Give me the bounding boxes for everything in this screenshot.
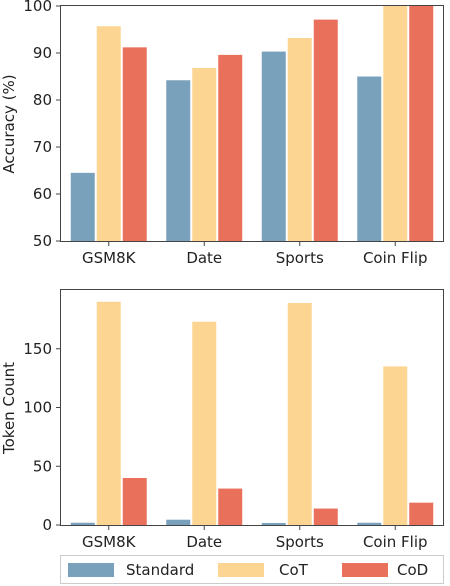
accuracy-bar-cod xyxy=(313,19,338,241)
accuracy-chart: 50 60 70 80 90 100 GSM8K Date Sports Coin Flip A… xyxy=(0,0,444,267)
accuracy-bar-standard xyxy=(357,76,382,241)
accuracy-bars xyxy=(70,6,434,242)
y-tick-label: 150 xyxy=(23,340,52,358)
x-tick-label: Sports xyxy=(276,249,324,267)
token-count-y-ticks: 0 50 100 150 xyxy=(23,340,61,534)
legend-swatch-standard xyxy=(68,563,114,577)
token-count-chart: 0 50 100 150 GSM8K Date Sports Coin Flip Token… xyxy=(0,289,444,551)
accuracy-y-axis-label: Accuracy (%) xyxy=(0,74,18,173)
y-tick-label: 0 xyxy=(42,516,52,534)
legend-label-standard: Standard xyxy=(126,561,194,579)
y-tick-label: 100 xyxy=(23,0,52,15)
token-count-bar-standard xyxy=(70,522,95,525)
accuracy-x-ticks: GSM8K Date Sports Coin Flip xyxy=(82,241,428,267)
legend-label-cot: CoT xyxy=(279,561,309,579)
accuracy-bar-cot xyxy=(383,6,408,241)
y-tick-label: 60 xyxy=(33,185,52,203)
legend: Standard CoT CoD xyxy=(60,555,444,584)
y-tick-label: 50 xyxy=(33,457,52,475)
accuracy-bar-standard xyxy=(70,172,95,241)
token-count-bar-cot xyxy=(287,302,312,525)
accuracy-plot-frame xyxy=(60,5,444,242)
accuracy-bar-standard xyxy=(166,80,191,241)
accuracy-bar-cod xyxy=(409,6,434,241)
legend-swatch-cod xyxy=(342,563,388,577)
y-tick-label: 50 xyxy=(33,232,52,250)
legend-swatch-cot xyxy=(218,563,264,577)
x-tick-label: Coin Flip xyxy=(363,533,428,551)
token-count-bar-cot xyxy=(192,321,217,525)
token-count-bar-cot xyxy=(383,366,408,525)
token-count-bar-cod xyxy=(313,508,338,525)
y-tick-label: 100 xyxy=(23,399,52,417)
x-tick-label: Sports xyxy=(276,533,324,551)
token-count-bars xyxy=(70,301,434,525)
accuracy-bar-standard xyxy=(261,51,286,242)
x-tick-label: GSM8K xyxy=(82,533,137,551)
legend-label-cod: CoD xyxy=(397,561,428,579)
token-count-bar-cot xyxy=(96,301,121,525)
x-tick-label: Date xyxy=(186,249,222,267)
token-count-y-axis-label: Token Count xyxy=(0,362,18,455)
token-count-bar-cod xyxy=(122,478,147,525)
accuracy-bar-cot xyxy=(192,68,217,241)
accuracy-bar-cod xyxy=(218,54,243,241)
token-count-bar-standard xyxy=(261,523,286,525)
accuracy-bar-cot xyxy=(287,37,312,242)
token-count-bar-cod xyxy=(409,502,434,525)
accuracy-bar-cot xyxy=(96,26,121,242)
x-tick-label: GSM8K xyxy=(82,249,137,267)
y-tick-label: 70 xyxy=(33,138,52,156)
x-tick-label: Coin Flip xyxy=(363,249,428,267)
token-count-bar-cod xyxy=(218,488,243,525)
accuracy-y-ticks: 50 60 70 80 90 100 xyxy=(23,0,61,250)
y-tick-label: 80 xyxy=(33,91,52,109)
token-count-bar-standard xyxy=(357,522,382,525)
token-count-bar-standard xyxy=(166,519,191,525)
y-tick-label: 90 xyxy=(33,44,52,62)
token-count-x-ticks: GSM8K Date Sports Coin Flip xyxy=(82,525,428,551)
accuracy-bar-cod xyxy=(122,47,147,241)
x-tick-label: Date xyxy=(186,533,222,551)
